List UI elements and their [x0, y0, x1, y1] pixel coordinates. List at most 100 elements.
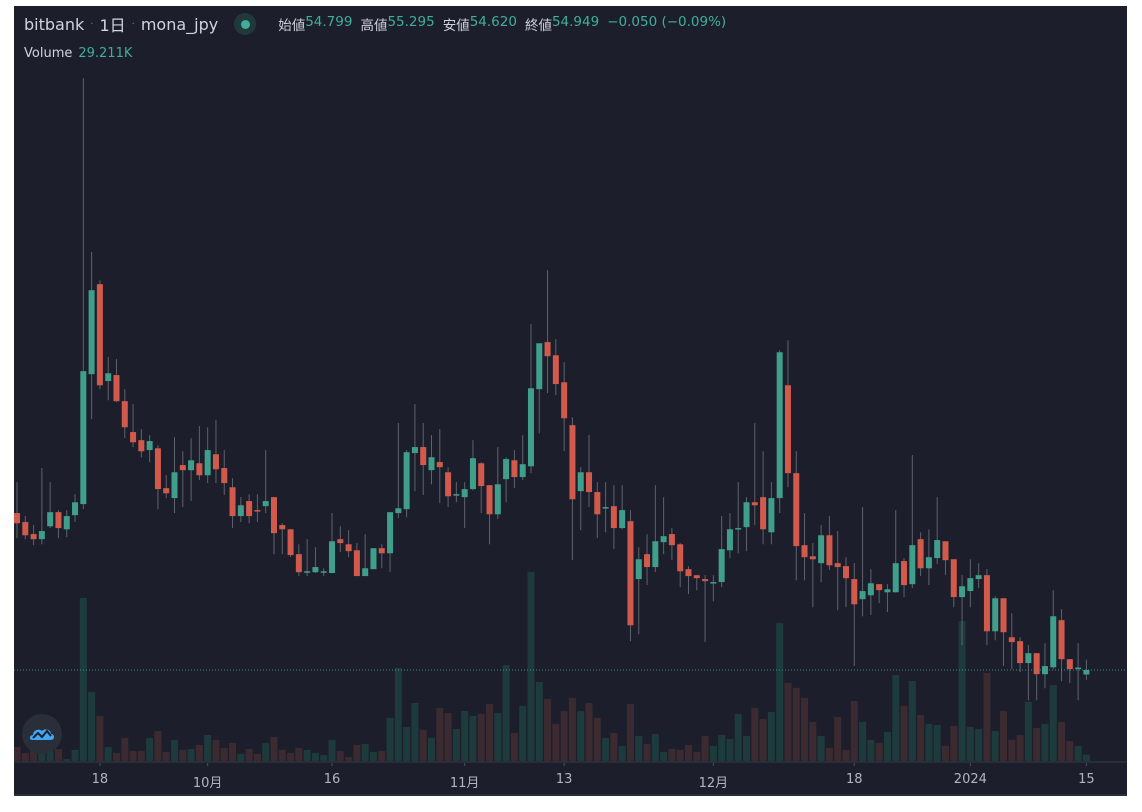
candle-body [353, 550, 360, 577]
candle-body [834, 563, 841, 568]
candle-body [660, 536, 667, 543]
change-value: −0.050 (−0.09%) [607, 14, 727, 30]
candle [188, 438, 195, 502]
candlestick-chart[interactable] [14, 6, 1127, 796]
volume-bar [1066, 741, 1074, 761]
candle-body [610, 506, 617, 529]
tradingview-cloud-icon[interactable] [22, 714, 62, 754]
candle [387, 512, 394, 573]
candle [1033, 653, 1040, 701]
volume-bar [917, 715, 925, 761]
candle [461, 482, 468, 529]
candle-body [1000, 598, 1007, 633]
volume-bar [850, 701, 858, 761]
volume-bar [809, 721, 817, 761]
volume-label[interactable]: Volume [24, 46, 73, 61]
candle [295, 544, 302, 577]
high-label: 高値 [360, 18, 388, 34]
volume-bar [229, 743, 237, 761]
volume-bar [593, 717, 601, 761]
candle-body [544, 342, 551, 357]
volume-bar [146, 737, 154, 761]
volume-bar [444, 713, 452, 761]
volume-bar [311, 753, 319, 761]
open-value: 54.799 [305, 14, 353, 30]
candle-body [1050, 616, 1057, 668]
candle-body [378, 548, 385, 554]
candle-body [469, 458, 476, 490]
volume-bar [859, 721, 867, 761]
candle-body [80, 371, 87, 505]
candle [212, 420, 219, 484]
volume-bar [1033, 727, 1041, 761]
candle [270, 497, 277, 555]
candle-body [171, 472, 178, 499]
candle [403, 450, 410, 518]
candle-body [867, 583, 874, 596]
volume-bar [900, 705, 908, 761]
candle-body [503, 459, 510, 480]
volume-bar [602, 737, 610, 761]
volume-bar [1000, 711, 1008, 761]
candle [942, 541, 949, 576]
candle-body [967, 578, 974, 592]
candle-body [942, 541, 949, 561]
volume-bar [137, 751, 145, 761]
candle [693, 575, 700, 591]
volume-bar [121, 737, 129, 761]
volume-bar [394, 667, 402, 761]
candle-body [776, 352, 783, 499]
candle [121, 389, 128, 439]
candle-body [304, 571, 311, 573]
volume-bar [660, 751, 668, 761]
candle-body [270, 497, 277, 534]
candle-body [204, 450, 211, 476]
volume-bar [651, 733, 659, 761]
candle-body [668, 534, 675, 546]
open-label: 始値 [278, 18, 306, 34]
volume-bar [610, 733, 618, 761]
candle [1050, 590, 1057, 670]
volume-bar [950, 725, 958, 761]
candle-body [1025, 653, 1032, 664]
volume-bar [469, 715, 477, 761]
candle [950, 559, 957, 608]
candle [453, 482, 460, 503]
x-tick-label: 12月 [698, 776, 729, 791]
candle [561, 362, 568, 452]
volume-bar [1082, 754, 1090, 761]
exchange-name[interactable]: bitbank [24, 14, 85, 34]
candle-body [901, 561, 908, 586]
candle [486, 485, 493, 545]
candle-body [345, 544, 352, 552]
volume-bar [842, 749, 850, 761]
candle [171, 437, 178, 514]
volume-bar [709, 745, 717, 761]
symbol-name[interactable]: mona_jpy [140, 14, 219, 34]
candle-body [237, 505, 244, 517]
candle [503, 457, 510, 503]
candle-body [959, 586, 966, 598]
candle-body [843, 566, 849, 579]
candle-body [627, 521, 634, 626]
x-tick-label: 16 [323, 772, 341, 787]
volume-bar [1024, 701, 1032, 761]
volume-bar [187, 749, 195, 761]
candle [834, 531, 841, 611]
volume-bar [983, 673, 991, 761]
candle-body [536, 343, 543, 390]
candle [710, 575, 717, 602]
volume-bar [486, 703, 494, 761]
candle [735, 482, 742, 554]
chart-panel[interactable]: bitbank · 1日 · mona_jpy 始値 54.799 高値 55.29… [14, 6, 1127, 796]
interval-label[interactable]: 1日 [99, 16, 126, 35]
candle [55, 510, 62, 539]
volume-bar [560, 711, 568, 761]
candle-body [1066, 659, 1073, 670]
candle-body [983, 575, 990, 632]
candle-body [909, 545, 916, 585]
candle-body [569, 425, 576, 500]
volume-bar [510, 733, 518, 761]
candle-body [212, 454, 219, 470]
candle-body [718, 549, 725, 583]
